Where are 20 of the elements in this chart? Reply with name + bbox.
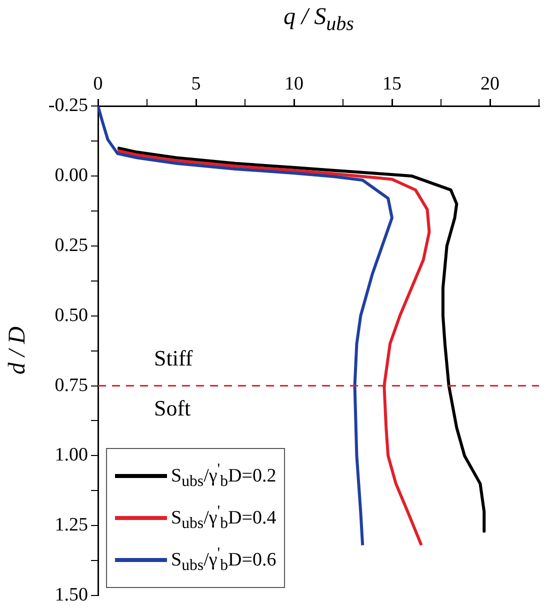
annotation: Soft [154,396,191,421]
y-tick-label: 0.25 [54,234,88,256]
x-tick-label: 15 [382,74,402,95]
x-axis-title: q / S$_{ubs}$ [284,4,354,36]
y-tick-label: 0.75 [54,374,88,396]
y-axis-title: d / D [4,326,32,375]
y-tick-label: 1.00 [54,444,88,466]
y-tick-label: 1.50 [54,584,88,606]
y-tick-label: 0.50 [54,304,88,326]
x-tick-label: 10 [284,74,304,95]
y-tick-label: -0.25 [48,94,88,116]
x-tick-label: 0 [93,74,103,95]
x-tick-label: 20 [480,74,500,95]
legend-label: S$_{ubs}$/γ$^{'}$$_{b}$D=0.2 [171,460,276,491]
x-tick-label: 5 [191,74,201,95]
y-tick-label: 0.00 [54,164,88,186]
legend-label: S$_{ubs}$/γ$^{'}$$_{b}$D=0.6 [171,544,276,575]
legend-label: S$_{ubs}$/γ$^{'}$$_{b}$D=0.4 [171,502,276,533]
y-tick-label: 1.25 [54,514,88,536]
annotation: Stiff [154,346,194,371]
